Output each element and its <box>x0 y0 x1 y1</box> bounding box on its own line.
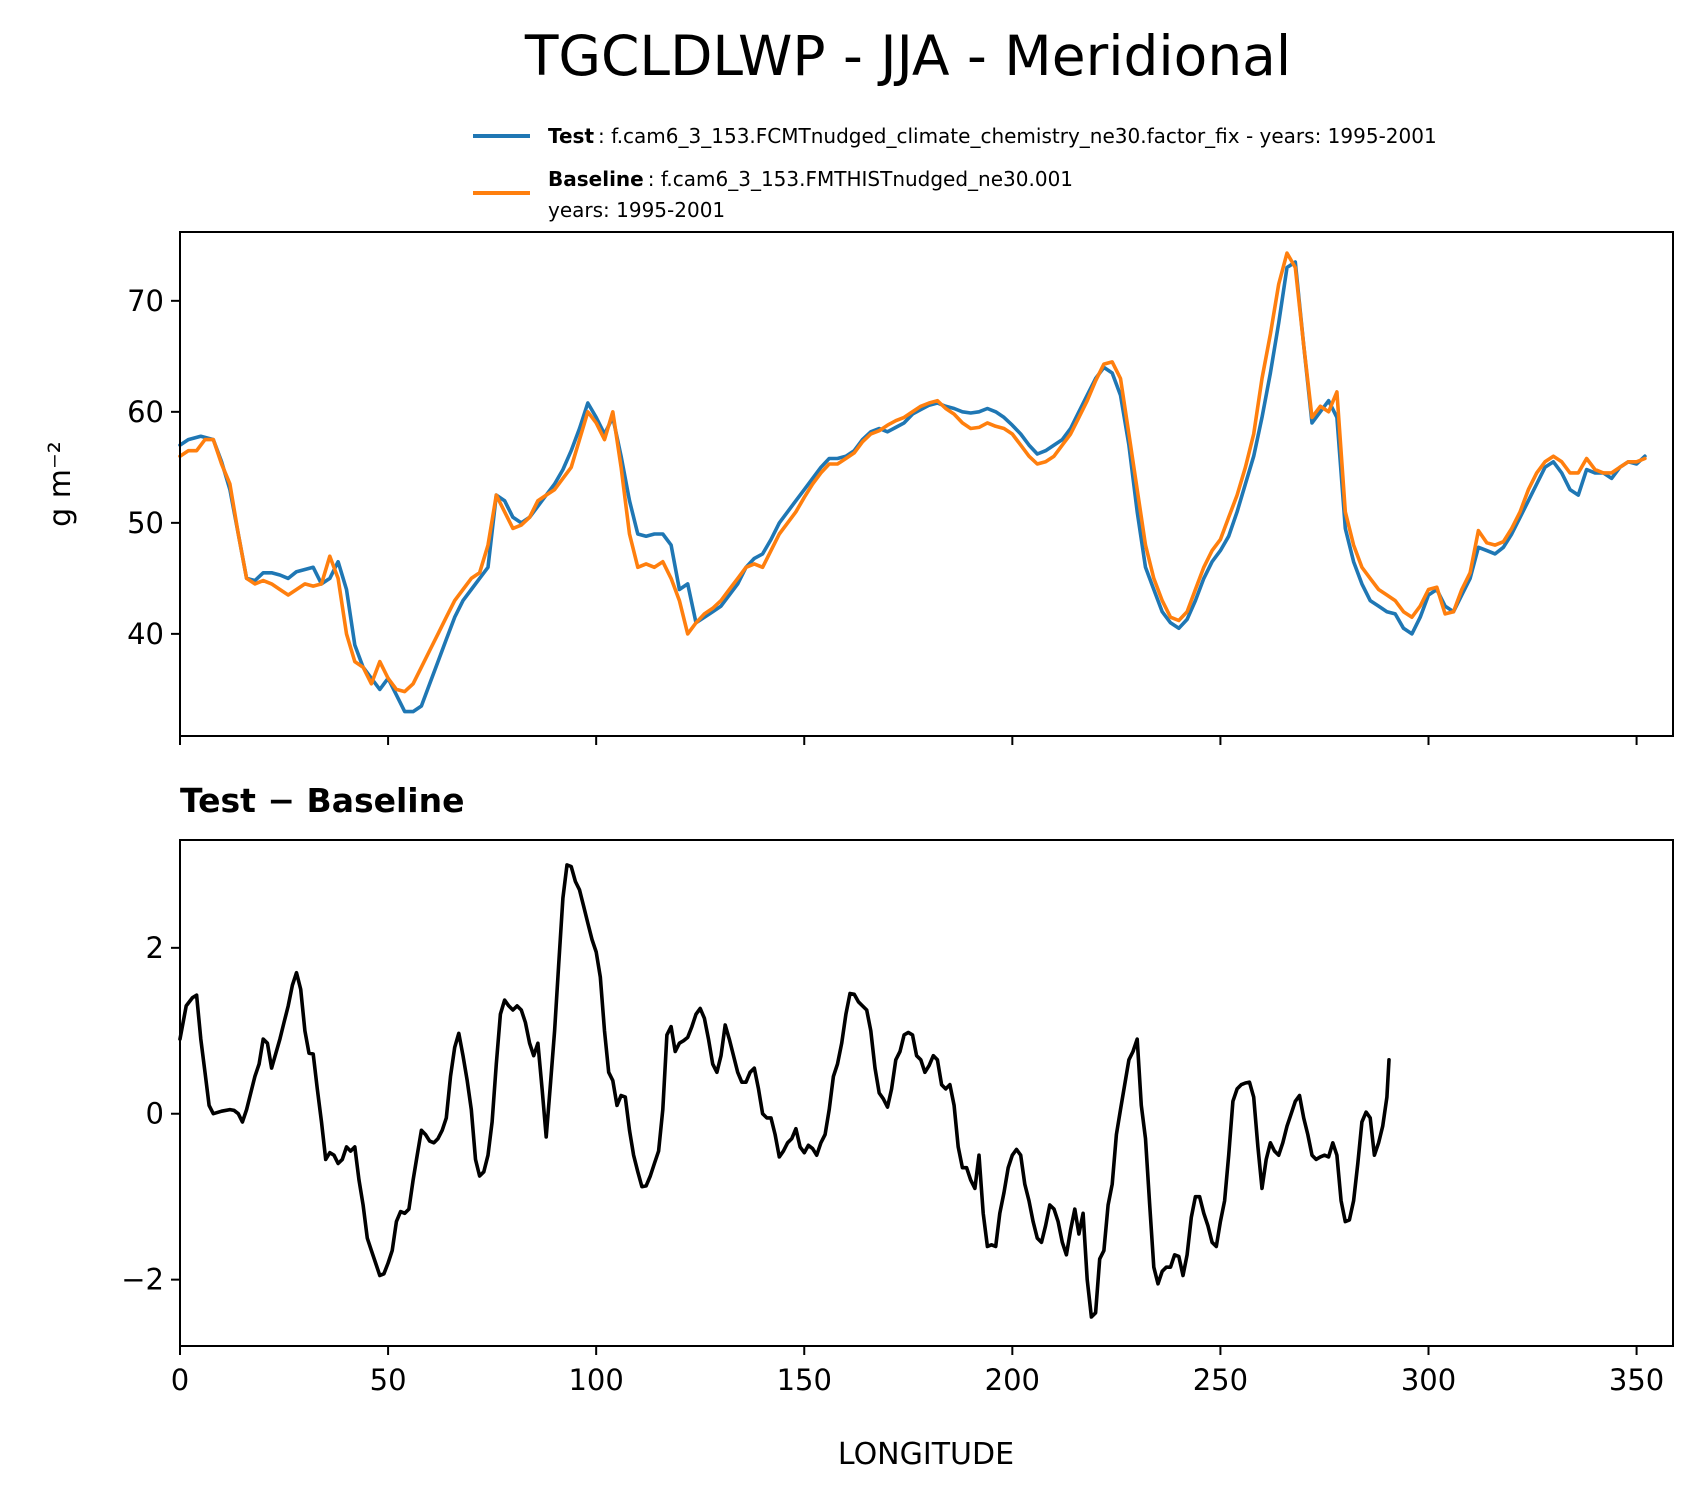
legend-test-desc: : f.cam6_3_153.FCMTnudged_climate_chemis… <box>598 124 1437 148</box>
bottom-xtick-label: 200 <box>985 1363 1040 1397</box>
top-ytick-label: 60 <box>127 395 164 429</box>
legend-baseline-entry: Baseline: f.cam6_3_153.FMTHISTnudged_ne3… <box>548 167 1073 191</box>
top-series-test-line <box>178 260 1647 714</box>
bottom-xtick-label: 100 <box>568 1363 623 1397</box>
top-series-group <box>178 251 1647 714</box>
top-series-baseline-line <box>178 251 1647 694</box>
bottom-xlabel: LONGITUDE <box>838 1437 1014 1472</box>
bottom-xtick-label: 50 <box>370 1363 407 1397</box>
bottom-series-test-baseline-line <box>178 863 1391 1319</box>
bottom-xtick-label: 0 <box>171 1363 189 1397</box>
bottom-yticks: −2 0 2 <box>121 931 180 1297</box>
top-yticks: 40 50 60 70 <box>127 284 180 651</box>
bottom-panel-title: Test − Baseline <box>180 781 465 820</box>
bottom-panel: Test − Baseline −2 0 2 0 50 100 150 200 250 300 3… <box>121 781 1674 1472</box>
legend-baseline-desc: : f.cam6_3_153.FMTHISTnudged_ne30.001 <box>648 167 1073 191</box>
top-ytick-label: 70 <box>127 284 164 318</box>
bottom-xtick-label: 150 <box>777 1363 832 1397</box>
top-panel: 40 50 60 70 g m⁻² <box>43 231 1674 745</box>
bottom-xtick-label: 300 <box>1401 1363 1456 1397</box>
legend-test-entry: Test: f.cam6_3_153.FCMTnudged_climate_ch… <box>548 124 1437 148</box>
legend-baseline-years: years: 1995-2001 <box>548 198 725 222</box>
top-axes-frame <box>179 231 1674 737</box>
legend-baseline-label: Baseline <box>548 167 644 191</box>
bottom-ytick-label: 0 <box>146 1097 164 1131</box>
top-ytick-label: 40 <box>127 617 164 651</box>
top-xticks <box>179 736 1638 745</box>
chart-title: TGCLDLWP - JJA - Meridional <box>524 24 1291 88</box>
bottom-ytick-label: 2 <box>146 931 164 965</box>
bottom-xtick-label: 250 <box>1193 1363 1248 1397</box>
bottom-series-group <box>178 863 1391 1319</box>
top-ylabel: g m⁻² <box>43 441 78 527</box>
bottom-xtick-label: 350 <box>1609 1363 1664 1397</box>
bottom-xticks: 0 50 100 150 200 250 300 350 <box>171 1346 1664 1397</box>
top-ytick-label: 50 <box>127 506 164 540</box>
legend-test-label: Test <box>548 124 594 148</box>
bottom-axes-frame <box>179 839 1674 1347</box>
bottom-ytick-label: −2 <box>121 1263 164 1297</box>
legend: Test: f.cam6_3_153.FCMTnudged_climate_ch… <box>473 124 1437 222</box>
